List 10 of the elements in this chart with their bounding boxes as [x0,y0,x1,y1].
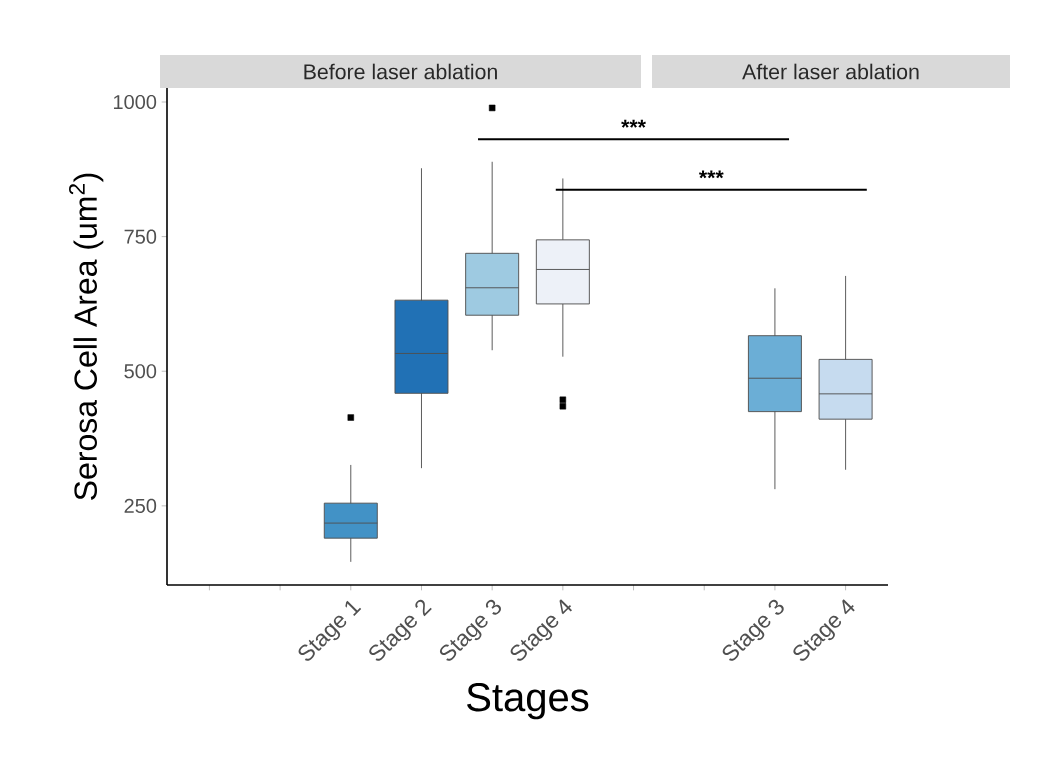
annotation: *** [621,119,646,128]
text: Before laser ablation [304,63,497,80]
y-tick-label: 250 [124,498,157,513]
y-tick-label: 1000 [113,94,157,110]
x-axis-title: Stages [467,683,589,720]
text: After laser ablation [742,63,919,80]
y-tick-label: 500 [124,364,157,379]
y-tick-label: 750 [124,229,157,244]
annotation: *** [698,170,724,179]
y-axis-title: Serosa Cell Area (um$^{2}$) [69,173,104,500]
